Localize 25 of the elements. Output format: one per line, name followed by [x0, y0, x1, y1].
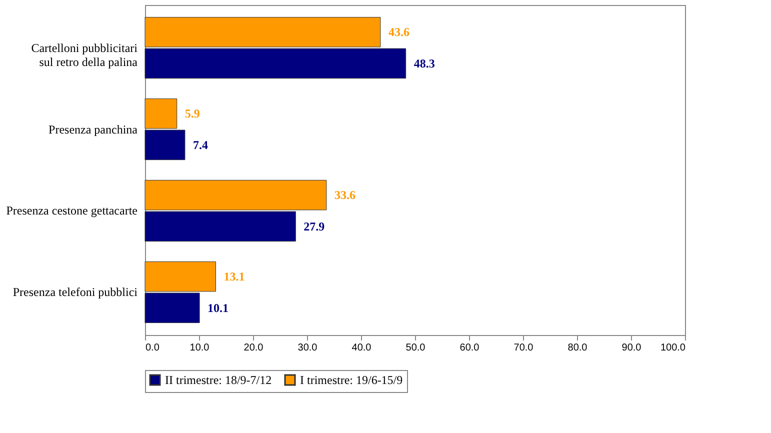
- x-tick-label: 30.0: [298, 342, 318, 354]
- y-tick-label: Presenza panchina: [48, 122, 138, 136]
- x-tick-label: 0.0: [146, 342, 160, 354]
- x-tick-label: 10.0: [190, 342, 210, 354]
- x-tick-label: 20.0: [244, 342, 264, 354]
- data-label: 27.9: [304, 219, 325, 234]
- x-tick-label: 50.0: [406, 342, 426, 354]
- legend-label: II trimestre: 18/9-7/12: [165, 373, 272, 387]
- x-tick-label: 80.0: [568, 342, 588, 354]
- y-tick-label: Presenza telefoni pubblici: [12, 285, 138, 300]
- data-label: 43.6: [388, 25, 410, 40]
- x-tick-label: 40.0: [352, 342, 372, 354]
- x-tick-label: 70.0: [514, 342, 534, 354]
- data-label: 33.6: [334, 188, 356, 202]
- x-tick-label: 100.0: [660, 342, 686, 354]
- data-label: 10.1: [208, 300, 229, 315]
- data-label: 48.3: [414, 56, 435, 70]
- y-tick-label: Presenza cestone gettacarte: [6, 204, 138, 218]
- x-tick-label: 90.0: [622, 342, 642, 354]
- y-tick-label: Cartelloni pubblicitari sul retro della palina: [31, 40, 138, 69]
- x-tick-label: 60.0: [460, 342, 480, 354]
- data-label: 5.9: [184, 106, 200, 121]
- legend-label: I trimestre: 19/6-15/9: [300, 373, 403, 387]
- data-label: 13.1: [224, 270, 245, 284]
- data-label: 7.4: [192, 138, 208, 152]
